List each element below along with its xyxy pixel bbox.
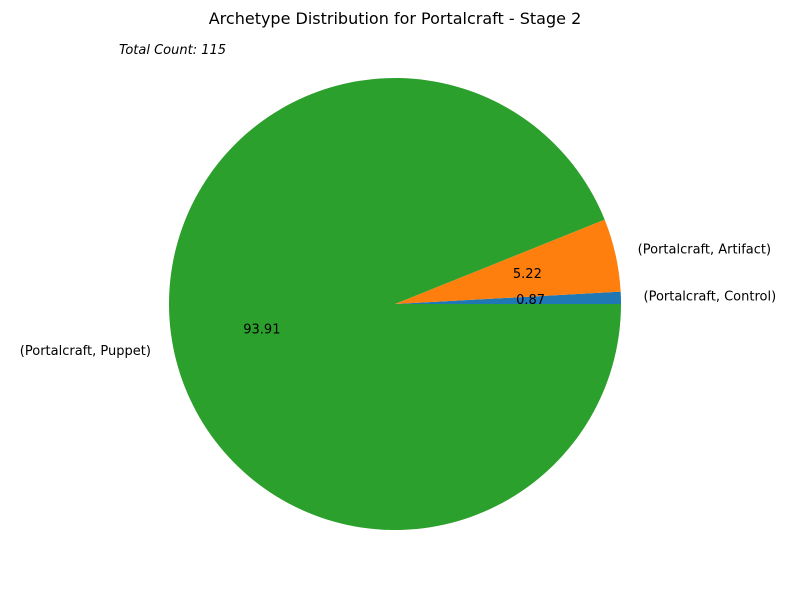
slice-category-label: (Portalcraft, Control)	[644, 290, 777, 305]
pie-slice	[395, 219, 621, 304]
slice-value-label: 0.87	[516, 293, 545, 308]
pie-slice	[395, 291, 621, 304]
pie-slice	[169, 78, 621, 531]
pie-labels: 0.87 (Portalcraft, Control) 5.22 (Portalcra…	[20, 243, 776, 359]
slice-category-label: (Portalcraft, Puppet)	[20, 344, 151, 359]
total-count-annotation: Total Count: 115	[119, 43, 226, 58]
slice-value-label: 93.91	[243, 322, 280, 337]
chart-title: Archetype Distribution for Portalcraft -…	[209, 9, 582, 28]
pie-slices	[169, 78, 621, 531]
slice-value-label: 5.22	[513, 267, 542, 282]
slice-category-label: (Portalcraft, Artifact)	[638, 243, 771, 258]
